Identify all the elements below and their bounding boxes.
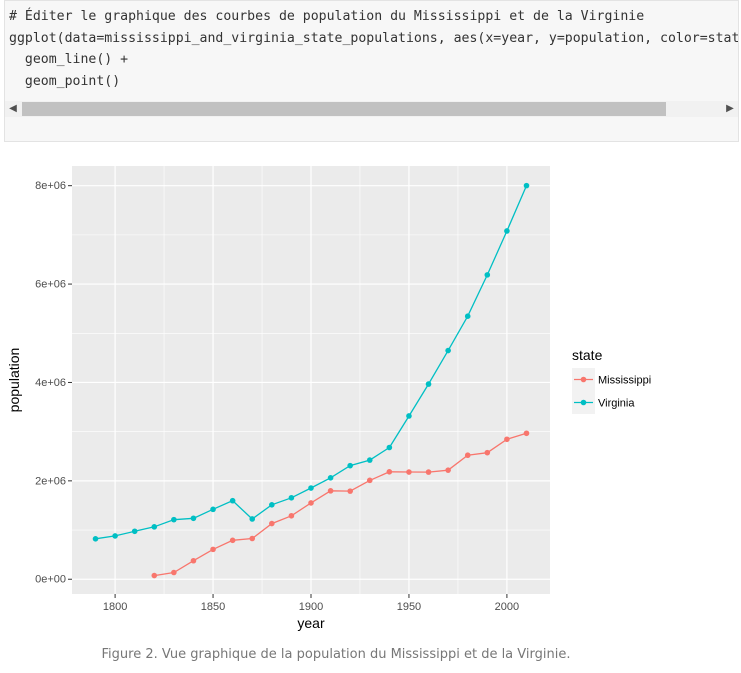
data-point xyxy=(131,528,138,535)
data-point xyxy=(210,546,216,553)
x-axis-title: year xyxy=(297,615,325,631)
y-tick-label: 4e+06 xyxy=(35,377,66,389)
data-point xyxy=(171,516,177,523)
code-text: # Éditer le graphique des courbes de pop… xyxy=(5,1,738,92)
y-axis-title: population xyxy=(6,348,22,413)
data-point xyxy=(386,468,393,475)
y-tick-label: 6e+06 xyxy=(35,279,66,291)
data-point xyxy=(504,436,510,443)
y-tick-label: 8e+06 xyxy=(35,180,66,192)
legend-key-point xyxy=(580,399,587,406)
data-point xyxy=(269,502,275,508)
data-point xyxy=(406,469,412,475)
figure-caption: Figure 2. Vue graphique de la population… xyxy=(101,647,571,662)
scrollbar-thumb[interactable] xyxy=(22,102,666,116)
data-point xyxy=(327,488,334,494)
data-point xyxy=(425,381,432,387)
data-point xyxy=(229,537,236,544)
data-point xyxy=(484,272,491,278)
data-point xyxy=(425,469,432,475)
code-block: # Éditer le graphique des courbes de pop… xyxy=(4,0,739,142)
x-axis: 1800 1850 1900 1950 2000 xyxy=(103,594,519,613)
data-point xyxy=(190,515,197,522)
population-chart: 0e+00 2e+06 4e+06 6e+06 8e+06 1800 1850 1900 19… xyxy=(6,166,651,631)
grid-major xyxy=(72,166,550,594)
figure: 0e+00 2e+06 4e+06 6e+06 8e+06 1800 1850 1900 19… xyxy=(0,142,741,673)
data-point xyxy=(249,516,256,522)
data-point xyxy=(464,313,471,319)
data-point xyxy=(445,347,451,354)
data-point xyxy=(484,449,491,456)
legend-label: Mississippi xyxy=(598,375,651,387)
x-tick-label: 2000 xyxy=(495,601,519,613)
y-tick-label: 0e+00 xyxy=(35,574,66,586)
x-tick-label: 1850 xyxy=(201,601,225,613)
legend-label: Virginia xyxy=(598,398,635,410)
data-point xyxy=(210,506,216,513)
data-point xyxy=(269,520,275,527)
code-line: geom_point() xyxy=(9,73,121,89)
data-point xyxy=(249,535,256,542)
data-point xyxy=(347,488,353,494)
data-point xyxy=(523,430,530,437)
data-point xyxy=(229,497,236,504)
data-point xyxy=(386,444,393,451)
data-point xyxy=(366,477,373,484)
data-point xyxy=(171,569,177,576)
data-point xyxy=(288,494,295,501)
data-point xyxy=(366,457,373,463)
y-axis: 0e+00 2e+06 4e+06 6e+06 8e+06 xyxy=(35,180,72,586)
data-point xyxy=(445,467,451,473)
x-tick-label: 1800 xyxy=(103,601,127,613)
data-point xyxy=(308,500,314,506)
y-tick-label: 2e+06 xyxy=(35,475,66,487)
data-point xyxy=(112,533,118,539)
data-point xyxy=(523,182,530,189)
data-point xyxy=(406,413,412,419)
code-viewport: # Éditer le graphique des courbes de pop… xyxy=(5,1,738,101)
x-tick-label: 1900 xyxy=(299,601,323,613)
horizontal-scrollbar[interactable]: ◀ ▶ xyxy=(5,101,738,117)
data-point xyxy=(308,485,314,491)
data-point xyxy=(504,228,510,234)
series-line xyxy=(154,432,527,577)
legend-items: Mississippi Virginia xyxy=(572,368,651,414)
legend: state Mississippi Virginia xyxy=(572,347,651,414)
data-point xyxy=(347,462,353,469)
data-point xyxy=(190,557,197,564)
code-line: geom_line() + xyxy=(9,52,129,67)
series-layer xyxy=(92,182,530,579)
x-tick-label: 1950 xyxy=(397,601,421,613)
data-point xyxy=(327,475,334,481)
data-point xyxy=(288,512,295,519)
code-line: # Éditer le graphique des courbes de pop… xyxy=(9,9,645,24)
legend-key-point xyxy=(580,376,587,383)
legend-title: state xyxy=(572,347,603,363)
chevron-right-icon[interactable]: ▶ xyxy=(726,103,734,114)
data-point xyxy=(151,572,158,579)
code-line: ggplot(data=mississippi_and_virginia_sta… xyxy=(9,30,738,46)
data-point xyxy=(92,536,99,542)
data-point xyxy=(151,524,158,530)
data-point xyxy=(464,452,471,459)
chevron-left-icon[interactable]: ◀ xyxy=(9,103,17,114)
